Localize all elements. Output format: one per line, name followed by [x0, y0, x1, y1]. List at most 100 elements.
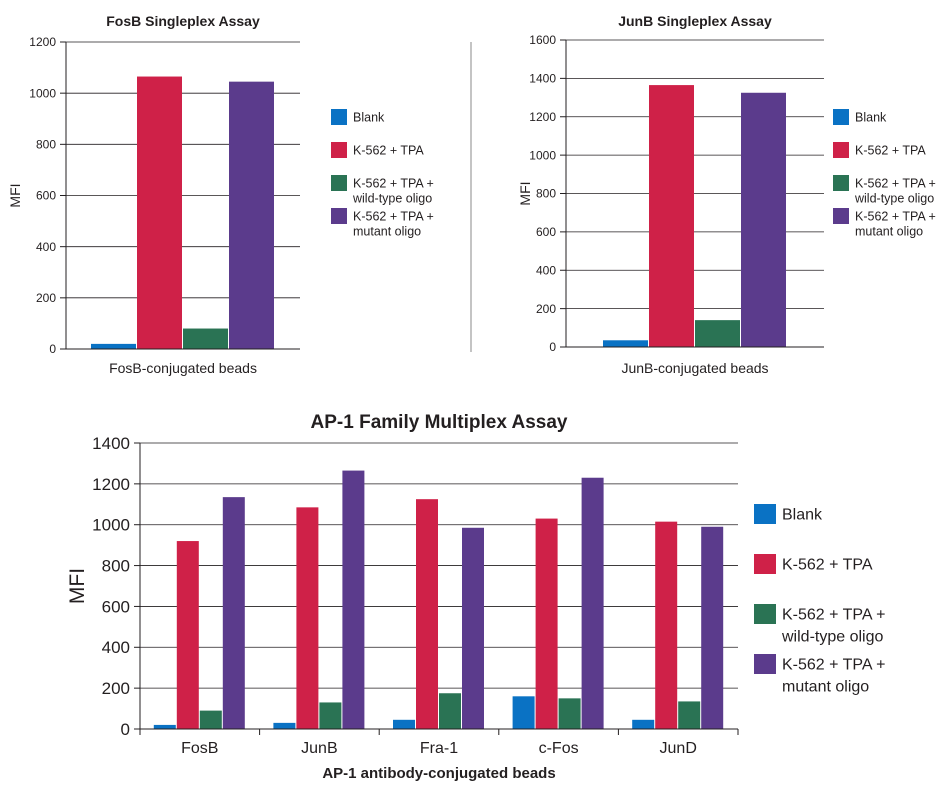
bar: [558, 698, 581, 729]
x-tick-label: JunD: [660, 740, 697, 757]
y-tick-label: 800: [102, 557, 130, 576]
bar: [581, 477, 604, 729]
y-tick-label: 600: [536, 225, 556, 239]
y-tick-label: 1000: [29, 86, 56, 100]
x-tick-label: JunB-conjugated beads: [621, 360, 768, 376]
legend-swatch: [331, 109, 347, 125]
legend-label: mutant oligo: [855, 224, 923, 238]
bar: [603, 340, 648, 347]
legend-swatch: [833, 208, 849, 224]
legend-label: Blank: [855, 110, 887, 124]
legend-label: Blank: [353, 110, 385, 124]
legend-label: K-562 + TPA: [782, 557, 873, 574]
legend-label: K-562 + TPA +: [353, 209, 434, 223]
bar: [183, 328, 228, 349]
chart-title: FosB Singleplex Assay: [106, 13, 260, 29]
y-tick-label: 800: [36, 138, 56, 152]
legend-label: K-562 + TPA: [855, 143, 926, 157]
bar: [632, 719, 655, 729]
y-tick-label: 400: [536, 263, 556, 277]
x-tick-label: c-Fos: [539, 740, 579, 757]
legend-label: wild-type oligo: [352, 191, 432, 205]
legend: Blank K-562 + TPA K-562 + TPA + wild-type o…: [754, 504, 885, 696]
bar: [741, 92, 786, 347]
bar: [199, 710, 222, 729]
y-tick-label: 1200: [529, 110, 556, 124]
junb-singleplex-chart: JunB Singleplex Assay 0 200 400 600 800 1000 12…: [517, 13, 936, 376]
legend-swatch: [833, 109, 849, 125]
bar: [439, 693, 461, 729]
y-tick-label: 600: [36, 189, 56, 203]
legend-swatch: [331, 175, 347, 191]
bar: [678, 701, 701, 729]
bar: [512, 696, 535, 729]
legend-swatch: [754, 604, 776, 624]
legend-label: K-562 + TPA: [353, 143, 424, 157]
y-tick-label: 600: [102, 597, 130, 616]
legend-label: K-562 + TPA +: [353, 176, 434, 190]
legend-label: mutant oligo: [353, 224, 421, 238]
y-tick-label: 800: [536, 187, 556, 201]
y-axis-label: MFI: [66, 568, 89, 604]
bar: [535, 518, 558, 729]
ap1-multiplex-chart: AP-1 Family Multiplex Assay 0 200 400 600 800…: [66, 412, 885, 782]
x-axis-label: AP-1 antibody-conjugated beads: [322, 765, 555, 782]
bar: [91, 343, 136, 349]
bar: [137, 76, 182, 349]
legend-swatch: [331, 142, 347, 158]
y-tick-label: 1400: [529, 72, 556, 86]
bar: [701, 526, 724, 729]
bar: [655, 521, 678, 729]
bar: [649, 85, 694, 347]
bar: [229, 81, 274, 349]
bar: [393, 719, 415, 729]
legend-swatch: [754, 504, 776, 524]
bar: [176, 541, 199, 729]
bar: [296, 507, 319, 729]
y-tick-label: 1200: [29, 35, 56, 49]
y-tick-label: 400: [36, 240, 56, 254]
y-axis-label: MFI: [517, 181, 533, 205]
fosb-singleplex-chart: FosB Singleplex Assay 0 200 400 600 800 1000 12…: [7, 13, 434, 376]
legend-label: K-562 + TPA +: [782, 657, 885, 674]
bar: [273, 722, 296, 729]
legend-swatch: [754, 554, 776, 574]
bar: [342, 470, 365, 729]
chart-title: JunB Singleplex Assay: [618, 13, 772, 29]
y-tick-label: 1400: [92, 434, 130, 453]
y-tick-label: 200: [536, 302, 556, 316]
y-tick-label: 400: [102, 638, 130, 657]
y-tick-label: 1200: [92, 475, 130, 494]
y-tick-label: 0: [549, 340, 556, 354]
bar: [153, 724, 176, 729]
legend-label: K-562 + TPA +: [855, 209, 936, 223]
y-axis-label: MFI: [7, 183, 23, 207]
legend-swatch: [833, 142, 849, 158]
y-tick-label: 0: [49, 342, 56, 356]
chart-title: AP-1 Family Multiplex Assay: [311, 412, 568, 433]
legend-swatch: [754, 654, 776, 674]
y-tick-label: 1600: [529, 33, 556, 47]
legend-label: K-562 + TPA +: [782, 607, 885, 624]
y-tick-label: 0: [121, 720, 130, 739]
bar: [462, 527, 484, 729]
bar: [416, 499, 438, 729]
legend-label: K-562 + TPA +: [855, 176, 936, 190]
legend-label: mutant oligo: [782, 679, 869, 696]
y-tick-label: 200: [36, 291, 56, 305]
legend-swatch: [331, 208, 347, 224]
legend-label: Blank: [782, 507, 823, 524]
legend-label: wild-type oligo: [781, 629, 883, 646]
y-tick-label: 1000: [92, 516, 130, 535]
legend-swatch: [833, 175, 849, 191]
bar: [319, 702, 342, 729]
legend-label: wild-type oligo: [854, 191, 934, 205]
x-tick-label: Fra-1: [420, 740, 458, 757]
x-tick-label: FosB: [181, 740, 218, 757]
x-tick-label: FosB-conjugated beads: [109, 360, 257, 376]
y-tick-label: 1000: [529, 148, 556, 162]
x-tick-label: JunB: [301, 740, 337, 757]
